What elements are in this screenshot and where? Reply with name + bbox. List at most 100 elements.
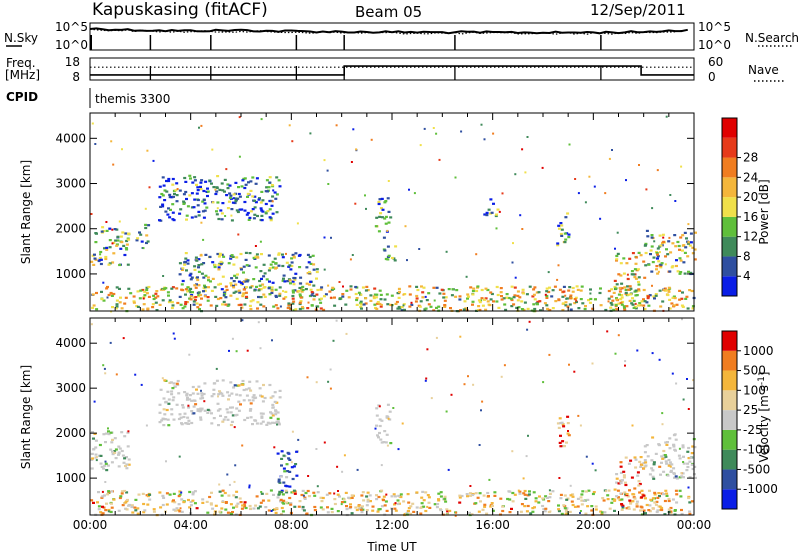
velocity-colorbar-tick-label: 500 xyxy=(743,364,766,378)
power-cell xyxy=(200,263,204,266)
power-noise-cell xyxy=(565,297,568,300)
velocity-cell xyxy=(165,503,169,506)
velocity-cell xyxy=(655,510,659,514)
velocity-cell xyxy=(563,494,567,497)
power-cell xyxy=(625,262,629,265)
velocity-cell xyxy=(519,510,523,513)
power-cell xyxy=(102,299,106,302)
velocity-noise-cell xyxy=(246,349,249,352)
velocity-cell xyxy=(667,464,671,467)
velocity-cell xyxy=(275,401,279,404)
power-cell xyxy=(523,301,527,304)
power-cell xyxy=(271,266,275,269)
power-cell xyxy=(240,268,243,271)
velocity-cell xyxy=(419,506,423,509)
power-cell xyxy=(181,307,185,310)
velocity-cell xyxy=(643,445,647,448)
velocity-cell xyxy=(633,497,637,500)
velocity-cell xyxy=(620,508,624,511)
velocity-cell xyxy=(377,495,381,499)
power-cell xyxy=(630,273,634,276)
velocity-noise-cell xyxy=(424,379,427,382)
power-cell xyxy=(262,293,266,296)
velocity-cell xyxy=(91,431,94,434)
velocity-cell xyxy=(642,509,646,512)
velocity-cell xyxy=(293,505,297,508)
power-cell xyxy=(111,306,114,309)
velocity-noise-cell xyxy=(579,512,581,514)
power-noise-cell xyxy=(99,253,102,256)
velocity-cell xyxy=(100,496,104,499)
power-noise-cell xyxy=(335,124,338,127)
power-cell xyxy=(637,276,641,279)
power-cell xyxy=(99,250,103,254)
velocity-cell xyxy=(571,495,575,498)
velocity-cell xyxy=(407,509,410,513)
velocity-cell xyxy=(366,498,370,501)
velocity-noise-cell xyxy=(297,438,300,441)
power-cell xyxy=(298,293,302,296)
velocity-cell xyxy=(406,493,410,496)
power-cell xyxy=(268,293,272,296)
velocity-cell xyxy=(338,495,341,498)
power-cell xyxy=(265,179,269,182)
velocity-cell xyxy=(287,457,291,460)
velocity-cell xyxy=(185,394,189,397)
power-cell xyxy=(476,285,480,288)
velocity-cell xyxy=(444,500,448,503)
power-noise-cell xyxy=(380,303,383,306)
velocity-cell xyxy=(131,511,135,514)
power-cell xyxy=(671,296,675,299)
velocity-cell xyxy=(655,500,659,503)
power-cell xyxy=(450,294,454,297)
velocity-cell xyxy=(187,406,191,409)
power-cell xyxy=(244,291,248,294)
velocity-cell xyxy=(183,391,187,394)
power-cell xyxy=(364,297,368,300)
power-cell xyxy=(387,210,391,213)
velocity-noise-cell xyxy=(336,465,339,468)
power-cell xyxy=(211,277,215,280)
power-cell xyxy=(310,294,314,297)
power-cell xyxy=(253,213,257,216)
velocity-cell xyxy=(280,489,284,492)
velocity-cell xyxy=(278,396,282,399)
power-noise-cell xyxy=(238,116,241,119)
nsearch-label: N.Search xyxy=(745,31,799,45)
power-cell xyxy=(93,257,97,260)
power-cell xyxy=(252,217,256,220)
velocity-cell xyxy=(235,413,239,416)
power-cell xyxy=(184,190,188,194)
power-cell xyxy=(161,299,165,302)
power-cell xyxy=(248,216,252,219)
nsky-label: N.Sky xyxy=(4,31,38,45)
power-cell xyxy=(221,202,225,205)
power-cell xyxy=(194,296,198,299)
velocity-cell xyxy=(273,400,277,403)
velocity-cell xyxy=(680,512,684,516)
velocity-cell xyxy=(690,452,694,455)
velocity-cell xyxy=(181,406,185,409)
velocity-cell xyxy=(378,418,382,421)
velocity-colorbar-tick-label: -1000 xyxy=(743,482,778,496)
velocity-cell xyxy=(110,441,114,444)
power-noise-cell xyxy=(152,159,155,162)
power-cell xyxy=(169,208,172,211)
power-cell xyxy=(301,285,305,288)
velocity-noise-cell xyxy=(343,454,346,457)
power-cell xyxy=(197,266,200,269)
power-cell xyxy=(466,293,470,296)
power-cell xyxy=(624,291,628,294)
velocity-cell xyxy=(375,494,378,497)
power-cell xyxy=(192,296,196,299)
velocity-cell xyxy=(92,448,96,451)
power-cell xyxy=(275,211,279,214)
velocity-cell xyxy=(172,418,176,421)
power-cell xyxy=(579,298,583,301)
velocity-cell xyxy=(523,505,527,508)
velocity-cell xyxy=(109,431,113,434)
velocity-noise-cell xyxy=(180,491,183,494)
velocity-cell xyxy=(631,493,635,496)
velocity-cell xyxy=(192,412,196,415)
velocity-cell xyxy=(541,504,545,508)
